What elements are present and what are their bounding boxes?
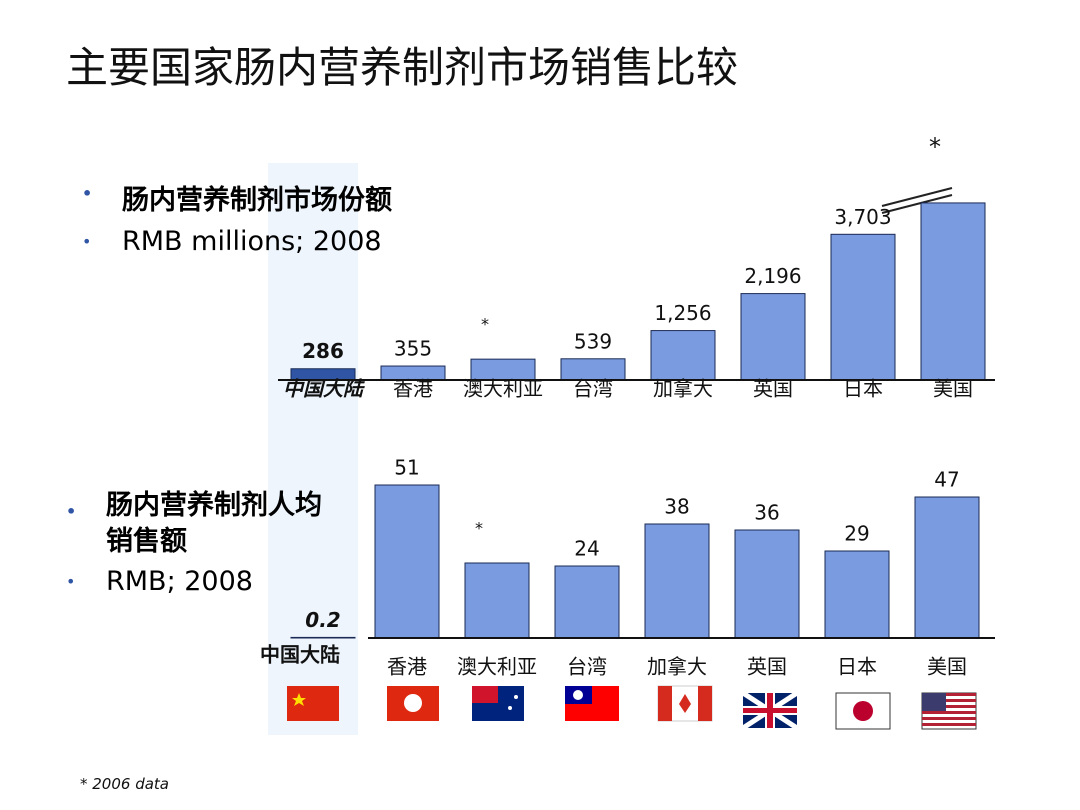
footnote-marker: *	[929, 133, 941, 161]
bullet: 肠内营养制剂人均销售额	[66, 488, 336, 560]
bar	[644, 523, 710, 639]
bar	[464, 562, 530, 639]
bar	[290, 636, 356, 639]
value-label: 38	[664, 495, 689, 519]
value-label: 0.2	[305, 608, 340, 632]
footnote: * 2006 data	[80, 775, 169, 793]
value-label: 24	[574, 537, 599, 561]
category-label: 香港	[387, 655, 427, 679]
category-label: 日本	[837, 655, 877, 679]
axis-break	[881, 194, 953, 214]
value-label: 2,196	[744, 264, 801, 288]
bar	[920, 202, 986, 381]
bar	[914, 496, 980, 639]
category-label: 中国大陆	[260, 643, 340, 667]
value-label: 51	[394, 456, 419, 480]
category-label: 加拿大	[647, 655, 707, 679]
bar	[374, 484, 440, 639]
value-label: 36	[754, 501, 779, 525]
value-label: 539	[574, 329, 612, 353]
bar	[650, 330, 716, 381]
bar	[734, 529, 800, 639]
value-label: 3,703	[834, 205, 891, 229]
category-label: 台湾	[567, 655, 607, 679]
axis-break	[881, 187, 953, 207]
value-label: 286	[302, 339, 344, 363]
bar	[830, 233, 896, 381]
value-label: 29	[844, 522, 869, 546]
bar	[554, 565, 620, 639]
category-label: 澳大利亚	[457, 655, 537, 679]
bullet: 肠内营养制剂市场份额	[82, 178, 392, 217]
bullet: RMB millions; 2008	[82, 226, 381, 257]
value-label: 47	[934, 468, 959, 492]
footnote-marker: *	[475, 519, 483, 538]
category-label: 英国	[747, 655, 787, 679]
value-label: 355	[394, 337, 432, 361]
category-label: 美国	[927, 655, 967, 679]
bullet: RMB; 2008	[66, 566, 253, 597]
bar	[740, 293, 806, 381]
flags	[287, 685, 977, 731]
bar	[824, 550, 890, 639]
highlight-column	[268, 163, 358, 735]
slide-title: 主要国家肠内营养制剂市场销售比较	[66, 43, 739, 92]
value-label: 1,256	[654, 301, 711, 325]
footnote-marker: *	[481, 315, 489, 334]
